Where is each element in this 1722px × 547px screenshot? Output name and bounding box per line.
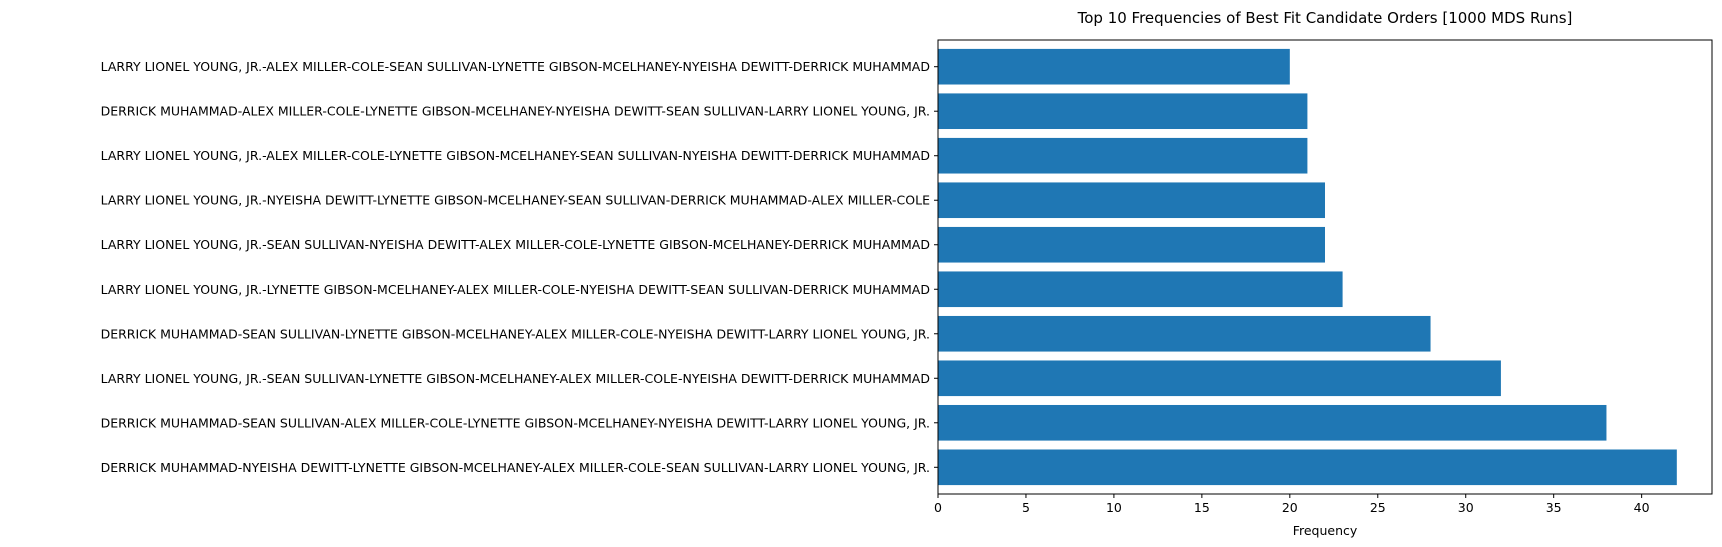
bar-8 <box>938 360 1501 397</box>
bar-5 <box>938 226 1325 263</box>
category-label-6: LARRY LIONEL YOUNG, JR.-LYNETTE GIBSON-M… <box>101 282 930 297</box>
category-label-3: LARRY LIONEL YOUNG, JR.-ALEX MILLER-COLE… <box>101 148 930 163</box>
x-tick-label: 25 <box>1370 500 1386 515</box>
x-tick-label: 30 <box>1458 500 1474 515</box>
bar-9 <box>938 404 1607 441</box>
x-tick-label: 15 <box>1194 500 1210 515</box>
x-tick-label: 40 <box>1634 500 1650 515</box>
category-label-5: LARRY LIONEL YOUNG, JR.-SEAN SULLIVAN-NY… <box>101 237 930 252</box>
bar-4 <box>938 182 1325 219</box>
bar-2 <box>938 93 1308 130</box>
category-labels-layer: LARRY LIONEL YOUNG, JR.-ALEX MILLER-COLE… <box>101 59 938 475</box>
plot-frame <box>937 39 1713 495</box>
category-label-7: DERRICK MUHAMMAD-SEAN SULLIVAN-LYNETTE G… <box>101 326 930 341</box>
x-axis-title: Frequency <box>1293 523 1358 538</box>
category-label-2: DERRICK MUHAMMAD-ALEX MILLER-COLE-LYNETT… <box>101 104 930 119</box>
x-tick-label: 10 <box>1106 500 1122 515</box>
bar-1 <box>938 48 1290 85</box>
category-label-8: LARRY LIONEL YOUNG, JR.-SEAN SULLIVAN-LY… <box>101 371 930 386</box>
x-ticks-layer: 0 5 10 15 20 25 30 35 40 <box>934 494 1650 515</box>
bars-layer <box>938 48 1677 486</box>
bar-7 <box>938 315 1431 352</box>
category-label-10: DERRICK MUHAMMAD-NYEISHA DEWITT-LYNETTE … <box>101 460 930 475</box>
bar-10 <box>938 449 1677 486</box>
category-label-9: DERRICK MUHAMMAD-SEAN SULLIVAN-ALEX MILL… <box>101 415 930 430</box>
x-tick-label: 35 <box>1546 500 1562 515</box>
x-tick-label: 20 <box>1282 500 1298 515</box>
x-tick-label: 5 <box>1022 500 1030 515</box>
chart-title: Top 10 Frequencies of Best Fit Candidate… <box>1077 9 1573 27</box>
bar-3 <box>938 137 1308 174</box>
axes-frame <box>937 39 1713 495</box>
bar-6 <box>938 271 1343 308</box>
x-tick-label: 0 <box>934 500 942 515</box>
category-label-4: LARRY LIONEL YOUNG, JR.-NYEISHA DEWITT-L… <box>101 193 930 208</box>
category-label-1: LARRY LIONEL YOUNG, JR.-ALEX MILLER-COLE… <box>101 59 930 74</box>
